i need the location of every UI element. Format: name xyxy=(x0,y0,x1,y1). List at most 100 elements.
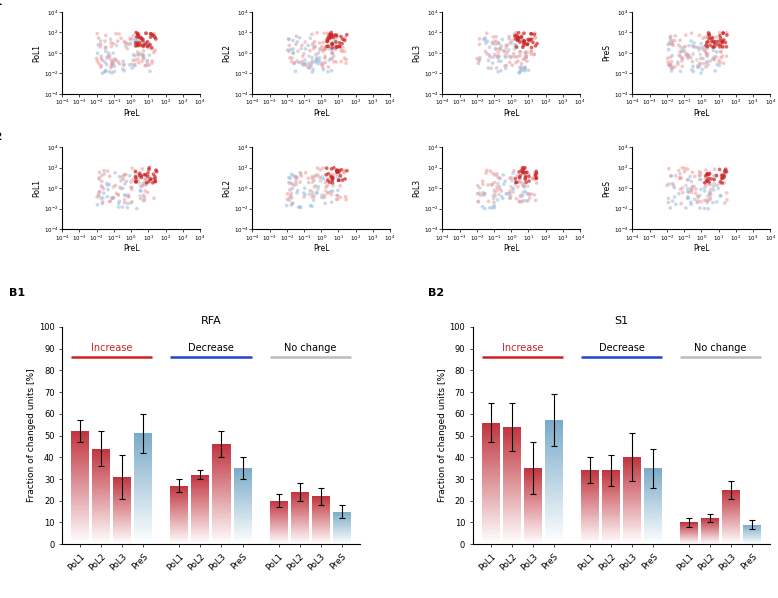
Bar xyxy=(545,473,563,475)
Point xyxy=(494,45,506,54)
Bar xyxy=(524,533,541,534)
Bar xyxy=(170,533,188,534)
Point xyxy=(710,32,723,42)
Point xyxy=(517,167,529,177)
Bar xyxy=(482,514,499,515)
Bar xyxy=(482,503,499,505)
Bar xyxy=(602,488,620,489)
Point xyxy=(693,42,706,52)
Point xyxy=(142,165,155,175)
Bar xyxy=(524,522,541,523)
Bar xyxy=(581,510,599,511)
Point xyxy=(506,184,519,194)
Bar xyxy=(482,471,499,472)
Bar xyxy=(602,517,620,518)
Bar xyxy=(233,498,251,499)
Bar xyxy=(93,502,110,504)
Point xyxy=(325,45,338,54)
Bar xyxy=(602,526,620,527)
Point xyxy=(520,196,532,206)
Bar xyxy=(524,512,541,513)
Point xyxy=(284,179,296,188)
Point xyxy=(316,42,328,51)
Point xyxy=(515,66,527,76)
Point xyxy=(701,170,713,179)
Bar xyxy=(644,511,662,512)
Bar xyxy=(545,442,563,444)
Point xyxy=(336,34,349,44)
Bar xyxy=(191,499,209,500)
Point xyxy=(93,59,105,68)
Point xyxy=(295,58,307,68)
Point xyxy=(101,166,114,176)
Bar xyxy=(623,531,641,532)
Bar xyxy=(545,490,563,492)
Bar xyxy=(114,496,131,497)
Bar xyxy=(503,456,520,457)
Bar xyxy=(135,532,152,533)
Bar xyxy=(545,512,563,513)
Point xyxy=(307,196,320,205)
Bar xyxy=(602,529,620,530)
Bar xyxy=(602,520,620,521)
Bar xyxy=(93,509,110,511)
Point xyxy=(473,188,485,198)
Point xyxy=(513,62,526,72)
Bar xyxy=(233,470,251,471)
Bar xyxy=(503,434,520,436)
Point xyxy=(482,56,495,65)
Bar xyxy=(114,542,131,544)
Bar xyxy=(524,476,541,477)
Point xyxy=(100,31,112,41)
Point xyxy=(675,43,687,53)
Point xyxy=(664,32,677,41)
Bar xyxy=(503,471,520,472)
Point xyxy=(699,178,711,188)
Point xyxy=(149,166,162,176)
Point xyxy=(338,53,351,63)
Point xyxy=(131,54,144,64)
Point xyxy=(130,177,142,187)
Point xyxy=(523,190,535,199)
Bar xyxy=(482,423,499,424)
Point xyxy=(509,40,521,50)
Point xyxy=(135,33,148,43)
Bar xyxy=(524,493,541,494)
Point xyxy=(103,48,115,58)
Point xyxy=(504,191,517,200)
Point xyxy=(502,51,514,61)
Point xyxy=(120,38,132,48)
Bar xyxy=(581,512,599,513)
Point xyxy=(99,57,111,67)
Bar xyxy=(644,470,662,471)
Point xyxy=(522,65,534,75)
Point xyxy=(519,164,531,173)
Bar xyxy=(191,483,209,484)
Point xyxy=(665,57,678,66)
Bar xyxy=(722,534,740,535)
Point xyxy=(523,169,535,179)
Point xyxy=(682,51,695,61)
Point xyxy=(501,41,513,50)
Point xyxy=(517,168,530,178)
Point xyxy=(291,37,303,47)
Point xyxy=(492,48,504,57)
Bar xyxy=(722,503,740,504)
Bar xyxy=(503,489,520,490)
Point xyxy=(682,187,695,197)
Point xyxy=(282,34,295,44)
Point xyxy=(720,30,733,40)
Point xyxy=(514,51,527,60)
Bar xyxy=(135,530,152,532)
Point xyxy=(529,33,541,42)
Point xyxy=(682,51,695,61)
Point xyxy=(702,191,714,201)
Point xyxy=(304,201,317,210)
Point xyxy=(150,167,163,176)
Point xyxy=(497,170,510,180)
Point xyxy=(138,194,151,204)
Point xyxy=(687,67,699,77)
Point xyxy=(318,29,331,38)
Bar xyxy=(581,487,599,488)
Point xyxy=(290,179,303,189)
